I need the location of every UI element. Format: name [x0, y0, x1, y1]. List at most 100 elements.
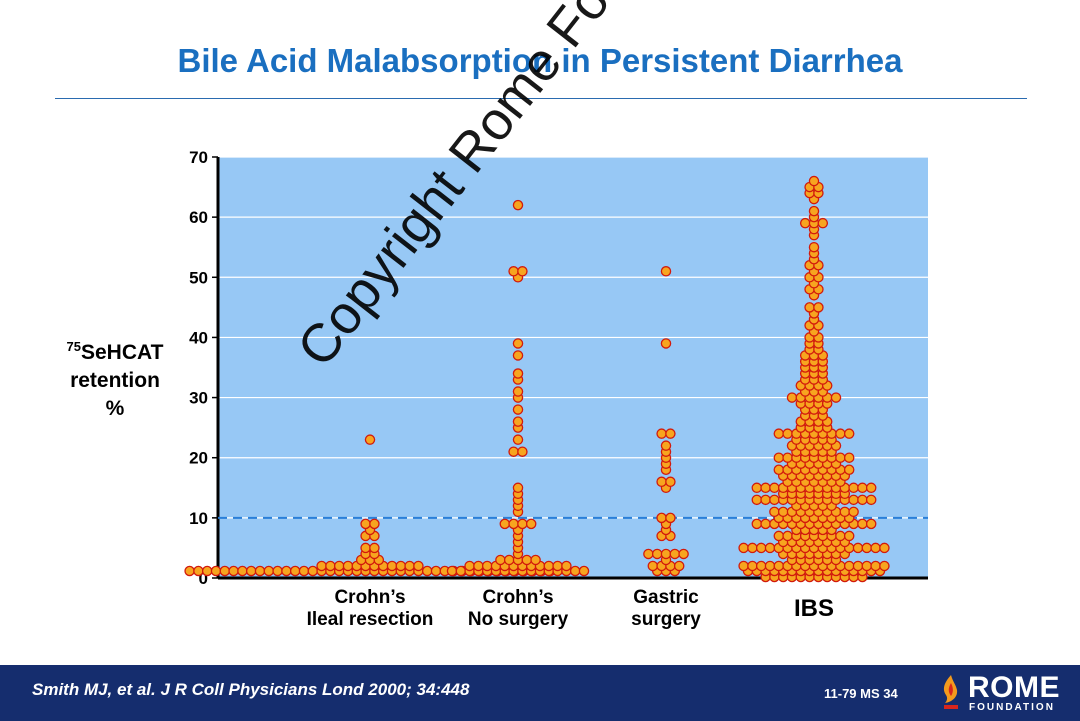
data-point	[660, 440, 672, 451]
data-point	[184, 565, 195, 577]
data-point	[813, 302, 824, 313]
data-point	[307, 565, 319, 577]
category-label: surgery	[631, 609, 701, 630]
y-tick-label: 10	[189, 509, 208, 528]
data-point	[421, 565, 433, 577]
data-point	[808, 205, 820, 217]
data-point	[665, 476, 676, 488]
data-point	[495, 554, 506, 566]
data-point	[760, 518, 771, 530]
data-point	[543, 560, 555, 572]
data-point	[751, 518, 763, 530]
data-point	[835, 452, 846, 463]
data-point	[517, 446, 528, 457]
data-point	[835, 428, 846, 439]
data-point	[512, 350, 524, 361]
data-point	[333, 560, 345, 572]
data-point	[808, 241, 820, 253]
y-axis-label-isotope: 75	[66, 339, 81, 354]
data-point	[561, 560, 572, 572]
data-point	[512, 416, 524, 427]
data-point	[455, 565, 467, 577]
data-point	[760, 494, 771, 506]
category-label: Crohn’s	[334, 587, 405, 608]
category-label: Gastric	[633, 587, 699, 608]
data-point	[512, 434, 524, 445]
data-point	[193, 565, 204, 577]
data-point	[272, 565, 283, 577]
data-point	[673, 560, 685, 572]
data-point	[755, 542, 767, 554]
y-tick-label: 30	[189, 389, 208, 408]
data-point	[808, 175, 820, 187]
y-tick-label: 50	[189, 268, 208, 287]
data-point	[769, 482, 780, 494]
data-point	[656, 428, 667, 439]
data-point	[804, 302, 815, 313]
data-point	[237, 565, 248, 577]
data-point	[848, 482, 859, 494]
data-point	[512, 199, 524, 211]
rome-foundation-logo: ROME FOUNDATION	[938, 671, 1068, 715]
data-point	[656, 476, 667, 488]
data-point	[464, 560, 475, 572]
data-point	[521, 554, 533, 566]
category-label: No surgery	[468, 609, 569, 630]
data-point	[764, 542, 776, 554]
data-point	[852, 542, 864, 554]
data-point	[843, 560, 855, 572]
data-point	[879, 542, 890, 554]
data-point	[835, 530, 846, 542]
data-point	[751, 482, 763, 494]
data-point	[525, 518, 537, 530]
data-point	[245, 565, 257, 577]
data-point	[228, 565, 239, 577]
y-tick-label: 0	[199, 569, 208, 588]
data-point	[499, 518, 511, 530]
y-axis-label: 75SeHCAT retention %	[40, 333, 190, 423]
data-point	[512, 386, 524, 397]
data-point	[843, 428, 855, 439]
data-point	[738, 560, 749, 572]
data-point	[782, 452, 793, 463]
y-tick-label: 70	[189, 148, 208, 167]
slide-code: 11-79 MS 34	[824, 686, 898, 701]
data-point	[773, 428, 785, 439]
category-label: Ileal resection	[307, 609, 434, 630]
data-point	[298, 565, 310, 577]
y-axis-label-line2: retention	[70, 369, 160, 392]
data-point	[656, 512, 667, 524]
y-tick-label: 40	[189, 328, 208, 347]
logo-subtitle: FOUNDATION	[969, 702, 1055, 713]
data-point	[508, 446, 519, 457]
data-point	[517, 518, 528, 530]
data-point	[678, 548, 689, 560]
data-point	[552, 560, 563, 572]
data-point	[870, 560, 881, 572]
category-label: Crohn’s	[482, 587, 553, 608]
data-point	[660, 338, 672, 349]
data-point	[843, 452, 855, 463]
data-point	[782, 428, 793, 439]
data-point	[446, 565, 458, 577]
data-point	[852, 560, 864, 572]
data-point	[660, 266, 672, 277]
data-point	[643, 548, 654, 560]
data-point	[508, 518, 519, 530]
data-point	[751, 494, 763, 506]
data-point	[647, 560, 659, 572]
data-point	[530, 554, 541, 566]
data-point	[481, 560, 493, 572]
data-point	[777, 506, 789, 518]
data-point	[316, 560, 327, 572]
data-point	[569, 565, 581, 577]
logo-name: ROME	[968, 671, 1060, 704]
data-point	[857, 482, 868, 494]
data-point	[201, 565, 213, 577]
data-point	[360, 518, 371, 530]
flame-icon	[943, 675, 958, 709]
data-point	[839, 506, 851, 518]
title-divider	[55, 98, 1027, 99]
data-point	[364, 434, 376, 445]
data-point	[430, 565, 442, 577]
